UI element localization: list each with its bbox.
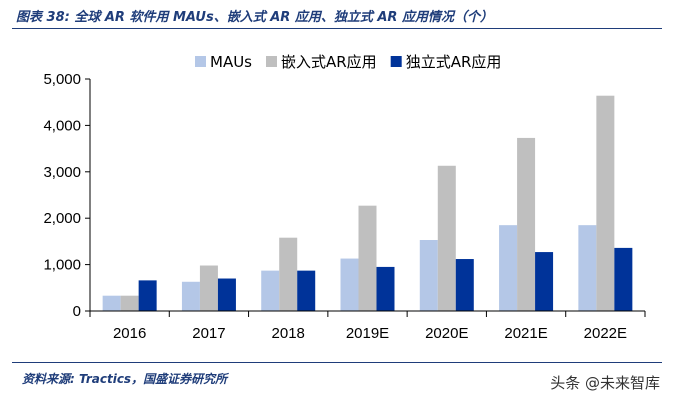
bar-1-4 xyxy=(437,165,456,311)
x-tick-label: 2022E xyxy=(584,325,627,342)
legend-swatch-1 xyxy=(266,56,277,67)
y-tick-label: 1,000 xyxy=(43,257,81,274)
bar-1-2 xyxy=(279,237,298,311)
source-note: 资料来源: Tractics，国盛证券研究所 xyxy=(22,372,228,386)
bar-1-5 xyxy=(517,137,536,311)
legend-label-0: MAUs xyxy=(210,53,252,71)
bar-0-0 xyxy=(102,295,121,311)
bar-1-6 xyxy=(596,95,615,311)
x-tick-label: 2020E xyxy=(425,325,468,342)
y-tick-label: 3,000 xyxy=(43,164,81,181)
y-tick-label: 2,000 xyxy=(43,210,81,227)
legend-label-2: 独立式AR应用 xyxy=(406,53,502,71)
bar-2-0 xyxy=(138,280,157,311)
y-tick-label: 0 xyxy=(73,303,81,320)
bar-2-5 xyxy=(535,252,554,311)
y-tick-label: 4,000 xyxy=(43,117,81,134)
watermark: 头条 @未来智库 xyxy=(550,374,660,392)
bar-0-1 xyxy=(181,281,200,311)
bar-0-3 xyxy=(340,258,359,311)
bars xyxy=(102,95,633,311)
x-tick-label: 2019E xyxy=(346,325,389,342)
legend-swatch-0 xyxy=(195,56,206,67)
y-tick-label: 5,000 xyxy=(43,71,81,88)
bar-2-3 xyxy=(376,266,395,311)
bar-0-2 xyxy=(261,270,280,311)
bar-2-6 xyxy=(614,247,633,311)
x-tick-label: 2017 xyxy=(192,325,225,342)
figure-title: 图表 38: 全球 AR 软件用 MAUs、嵌入式 AR 应用、独立式 AR 应… xyxy=(16,10,493,25)
bar-0-5 xyxy=(499,225,518,311)
title-rule xyxy=(12,28,662,29)
bar-2-2 xyxy=(297,270,316,311)
bar-1-0 xyxy=(120,295,139,311)
x-tick-label: 2021E xyxy=(504,325,547,342)
x-tick-label: 2018 xyxy=(272,325,305,342)
legend-swatch-2 xyxy=(390,56,402,67)
bar-2-4 xyxy=(455,259,474,311)
bar-0-4 xyxy=(419,240,438,311)
x-tick-label: 2016 xyxy=(113,325,146,342)
bar-1-1 xyxy=(199,265,218,311)
bar-1-3 xyxy=(358,205,377,311)
bar-0-6 xyxy=(578,225,597,311)
source-rule xyxy=(12,362,662,363)
legend: MAUs 嵌入式AR应用 独立式AR应用 xyxy=(195,53,501,71)
bar-2-1 xyxy=(217,278,236,311)
x-axis: 2016 2017 2018 2019E 2020E 2021E 2022E xyxy=(89,310,646,342)
y-axis: 0 1,000 2,000 3,000 4,000 5,000 xyxy=(43,71,91,320)
legend-label-1: 嵌入式AR应用 xyxy=(281,53,377,71)
